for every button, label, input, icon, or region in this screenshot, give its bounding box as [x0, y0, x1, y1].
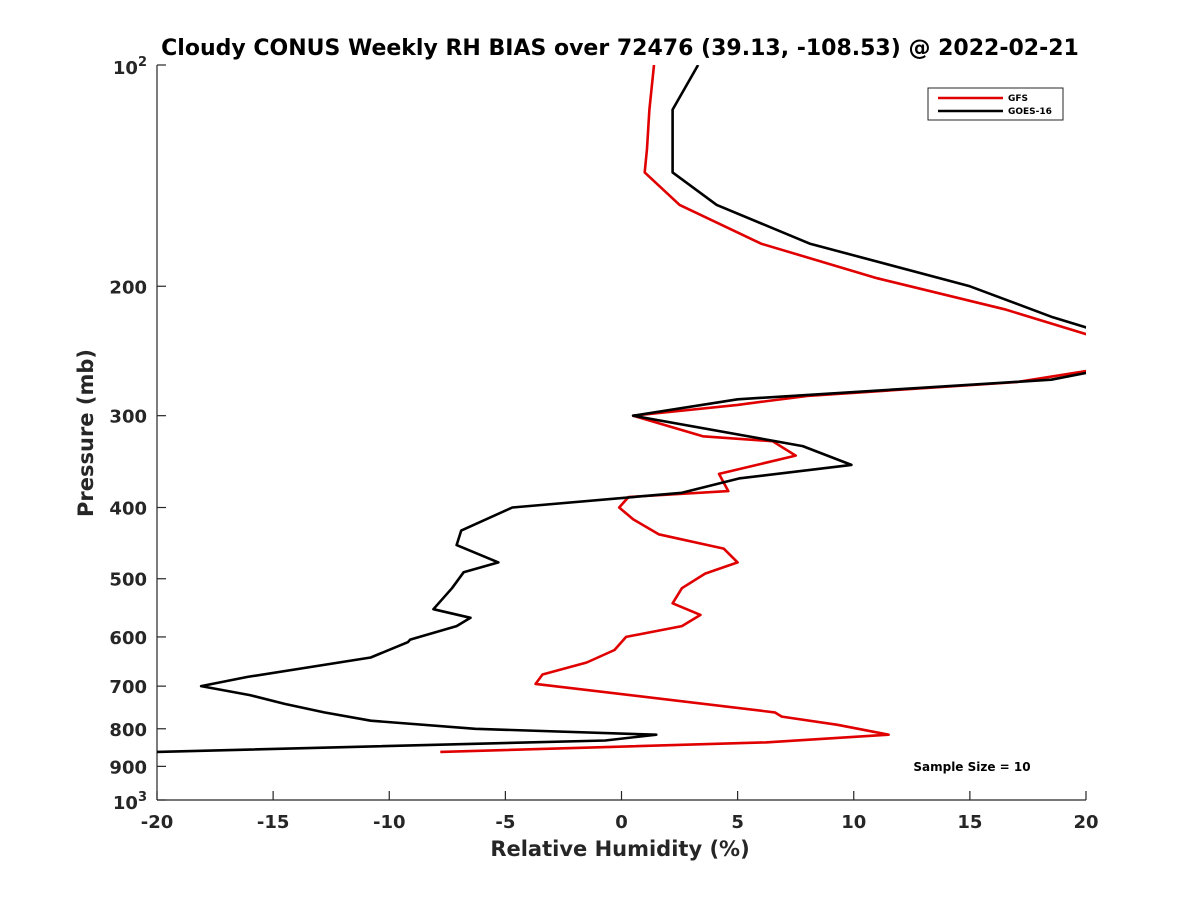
x-tick-label: 5: [731, 812, 744, 833]
y-tick-label: 200: [109, 277, 147, 298]
y-axis-label: Pressure (mb): [74, 349, 98, 517]
x-tick-label: 10: [841, 812, 866, 833]
y-tick-label: 300: [109, 407, 147, 428]
x-tick-label: -20: [141, 812, 174, 833]
series-line-goes-16: [157, 65, 1086, 754]
y-tick-label: 700: [109, 677, 147, 698]
y-tick-label: 102: [113, 55, 147, 79]
x-axis-label: Relative Humidity (%): [490, 837, 749, 861]
y-tick-label: 400: [109, 499, 147, 520]
y-tick-label: 900: [109, 757, 147, 778]
y-tick-label: 600: [109, 628, 147, 649]
series-line-gfs: [440, 65, 1086, 754]
plot-background: [157, 65, 1086, 800]
legend-box: [927, 87, 1064, 121]
x-tick-label: 0: [615, 812, 628, 833]
x-tick-label: -15: [257, 812, 290, 833]
y-tick-label: 800: [109, 720, 147, 741]
x-tick-label: -10: [373, 812, 406, 833]
sample-size-annotation: Sample Size = 10: [913, 760, 1030, 774]
x-tick-label: 20: [1073, 812, 1098, 833]
chart-title: Cloudy CONUS Weekly RH BIAS over 72476 (…: [161, 36, 1079, 61]
legend-label-goes-16: GOES-16: [1008, 107, 1052, 117]
x-tick-label: -5: [495, 812, 515, 833]
legend-label-gfs: GFS: [1008, 94, 1028, 104]
x-tick-label: 15: [957, 812, 982, 833]
plot-area: [157, 65, 1086, 800]
legend: GFS GOES-16: [927, 87, 1064, 121]
y-tick-label: 500: [109, 570, 147, 591]
y-tick-label: 103: [113, 790, 147, 814]
